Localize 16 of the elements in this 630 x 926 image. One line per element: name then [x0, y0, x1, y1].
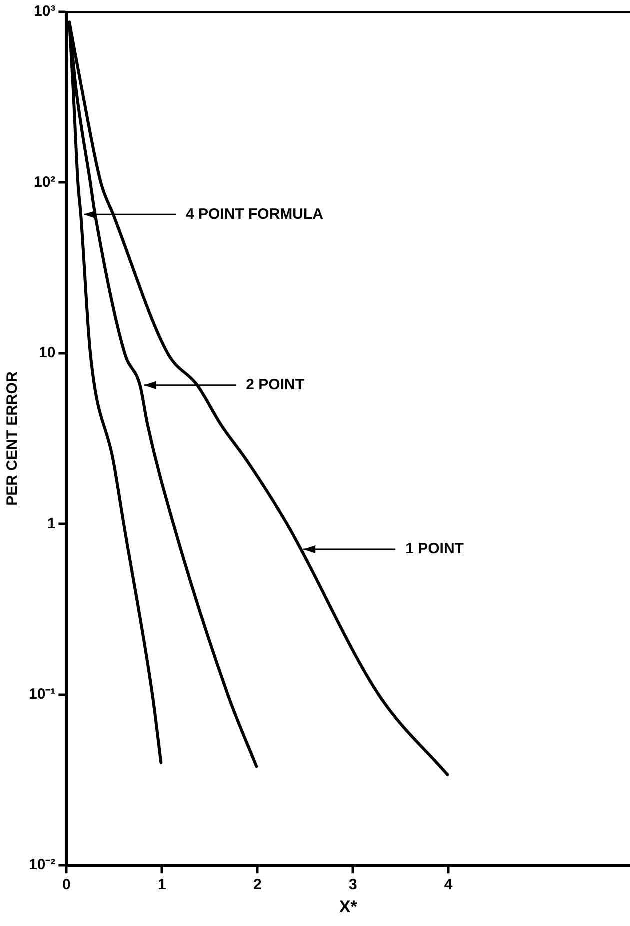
- x-tick-label: 4: [444, 876, 454, 894]
- annotation: 2 POINT: [246, 376, 305, 394]
- y-tick-label: 10²: [34, 174, 56, 191]
- y-axis-title: PER CENT ERROR: [4, 372, 22, 506]
- x-tick-label: 3: [348, 876, 358, 894]
- y-tick-label: 10³: [34, 3, 56, 20]
- x-axis-title: X*: [339, 897, 358, 916]
- y-tick-label: 10⁻¹: [28, 686, 56, 704]
- annotation: 4 POINT FORMULA: [186, 206, 324, 223]
- annotation: 1 POINT: [406, 540, 464, 558]
- x-tick-label: 0: [62, 876, 71, 894]
- y-tick-label: 10⁻²: [28, 856, 56, 874]
- y-tick-label: 10: [38, 344, 56, 362]
- y-tick-label: 1: [47, 515, 56, 532]
- x-tick-label: 1: [158, 876, 166, 894]
- x-tick-label: 2: [253, 876, 262, 894]
